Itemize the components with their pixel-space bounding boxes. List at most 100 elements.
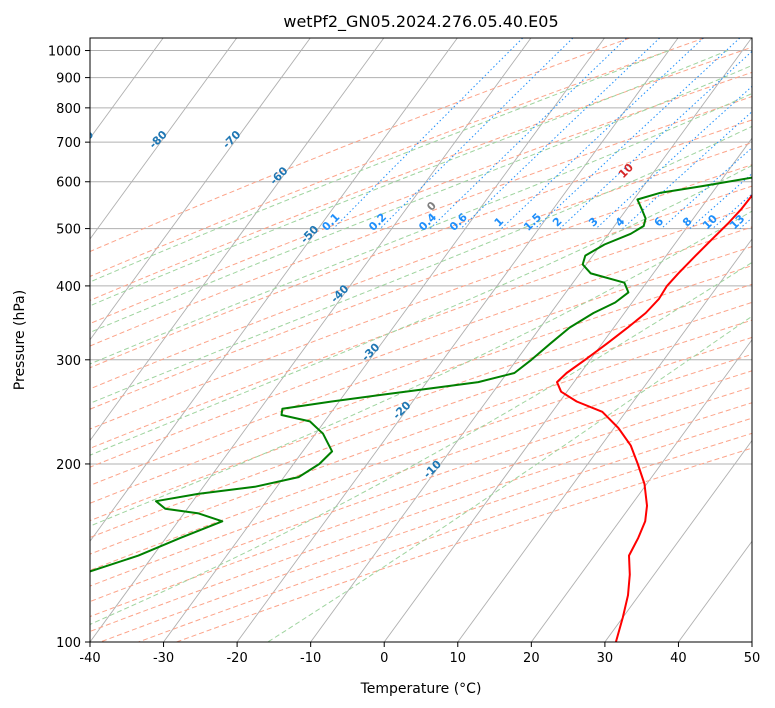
mixing-ratio-line [712, 193, 752, 229]
y-axis: 1000 900 800 700 600 500 400 300 200 100 [48, 45, 90, 651]
y-tick-label: 800 [56, 102, 81, 117]
mixing-ratio-label: 3 [586, 215, 601, 230]
dry-adiabat-line [90, 119, 752, 369]
mixing-ratio-label: 0.4 [416, 210, 439, 233]
chart-title: wetPf2_GN05.2024.276.05.40.E05 [283, 12, 558, 32]
dry-adiabat-line [100, 417, 752, 642]
isotherm-line [90, 38, 311, 341]
mixing-ratio-label: 1 [492, 215, 507, 230]
isotherm-line [236, 38, 679, 642]
plot-frame [89, 37, 753, 643]
dry-adiabat-line [90, 386, 752, 618]
mixing-ratio-line [379, 38, 574, 229]
temperature-profile [556, 193, 752, 642]
mixing-ratio-line [460, 38, 661, 229]
mixing-ratio-line [534, 38, 741, 229]
mixing-ratio-label: 8 [680, 215, 695, 230]
dry-adiabat-line [90, 370, 752, 603]
moist-adiabat-label: 10 [616, 161, 636, 181]
y-tick-label: 300 [56, 354, 81, 369]
mixing-ratio-label: 4 [613, 215, 628, 230]
x-tick-label: -20 [226, 651, 247, 666]
dry-adiabat-line [90, 95, 752, 347]
isotherm-label: -70 [220, 128, 243, 151]
mixing-ratio-line [661, 147, 752, 229]
mixing-ratio-line [501, 38, 704, 229]
x-tick-label: 50 [744, 651, 761, 666]
mixing-ratio-label: 2 [550, 215, 565, 230]
isotherm-line [90, 38, 385, 442]
isotherm-line [90, 38, 458, 543]
y-tick-label: 100 [56, 636, 81, 651]
x-tick-label: 30 [597, 651, 614, 666]
dry-adiabat-line [90, 402, 752, 632]
x-tick-label: 40 [670, 651, 687, 666]
isotherm-line [604, 439, 752, 642]
isotherm-line [90, 38, 238, 240]
y-axis-label: Pressure (hPa) [12, 290, 28, 390]
isotherm-line [310, 38, 752, 642]
x-tick-label: -10 [300, 651, 321, 666]
isotherm-line [530, 338, 752, 642]
mixing-ratio-line [689, 172, 752, 229]
mixing-ratio-line [429, 38, 627, 229]
dry-adiabat-line [90, 283, 752, 522]
isotherm-label: -60 [267, 164, 290, 187]
mixing-ratio-line [762, 38, 775, 229]
background-lines [90, 38, 775, 642]
x-tick-label: -30 [153, 651, 174, 666]
isotherm-label: -50 [298, 223, 321, 246]
x-tick-label: 0 [380, 651, 388, 666]
y-tick-label: 700 [56, 136, 81, 151]
mixing-ratio-label: 1.5 [521, 211, 544, 234]
inline-labels: -100 -90 -80 -70-60-50-40-30-20-100.1 0.2 0.4… [0, 125, 769, 481]
isotherm-line [751, 641, 752, 642]
moist-adiabat-line [90, 164, 752, 456]
dry-adiabat-line [90, 38, 705, 277]
dry-adiabat-line [90, 336, 752, 571]
moist-adiabat-line [90, 50, 670, 283]
dewpoint-profile [90, 176, 752, 573]
moist-adiabat-line [90, 50, 728, 307]
x-tick-label: 10 [450, 651, 467, 666]
y-tick-label: 900 [56, 72, 81, 87]
y-tick-label: 1000 [48, 45, 81, 60]
mixing-ratio-label: 0.2 [366, 211, 389, 234]
dry-adiabat-line [90, 319, 752, 555]
x-tick-label: 20 [523, 651, 540, 666]
dry-adiabat-line [90, 301, 752, 539]
x-axis-label: Temperature (°C) [360, 681, 482, 697]
y-tick-label: 600 [56, 176, 81, 191]
isotherm-line [90, 38, 532, 642]
y-tick-label: 500 [56, 223, 81, 238]
y-tick-label: 400 [56, 280, 81, 295]
x-axis: -40 -30 -20 -10 0 10 20 30 40 50 [79, 642, 760, 666]
dry-adiabat-line [90, 164, 752, 410]
dry-adiabat-line [90, 46, 752, 301]
mixing-ratio-label: 0.1 [319, 211, 342, 234]
isotherm-label: -10 [421, 457, 444, 480]
dry-adiabat-line [90, 71, 752, 325]
isotherm-line [457, 238, 752, 642]
moist-adiabat-line [90, 261, 752, 625]
sounding-profiles [90, 176, 752, 642]
mixing-ratio-line [595, 85, 752, 229]
mixing-ratio-line [333, 38, 524, 229]
isotherm-line [163, 38, 605, 642]
isotherm-line [383, 137, 752, 642]
mixing-ratio-line [739, 217, 752, 229]
dry-adiabat-line [90, 353, 752, 587]
x-tick-label: -40 [79, 651, 100, 666]
isotherm-label: -100 [0, 125, 26, 154]
isotherm-label: -80 [147, 128, 170, 151]
dry-adiabat-line [90, 38, 630, 253]
mixing-ratio-label: 6 [652, 215, 667, 230]
mixing-ratio-label: 16 [749, 212, 769, 232]
moist-adiabat-line [90, 64, 752, 334]
y-tick-label: 200 [56, 458, 81, 473]
isotherm-label: -90 [73, 128, 96, 151]
mixing-ratio-label: 0.6 [447, 210, 470, 233]
moist-adiabat-label: 0 [424, 199, 439, 214]
mixing-ratio-line [622, 110, 752, 229]
